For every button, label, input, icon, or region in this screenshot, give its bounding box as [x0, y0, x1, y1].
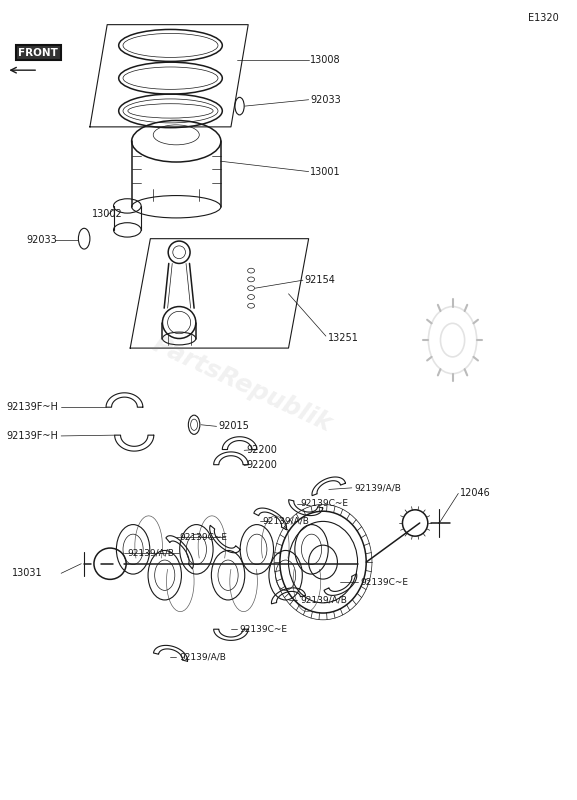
Text: 13002: 13002 — [92, 209, 122, 219]
Text: 92139F~H: 92139F~H — [6, 402, 58, 412]
Text: 92015: 92015 — [218, 422, 249, 431]
Text: 92033: 92033 — [310, 94, 341, 105]
Text: 92200: 92200 — [246, 460, 277, 470]
Text: 13031: 13031 — [12, 568, 43, 578]
Text: 92139C~E: 92139C~E — [179, 533, 227, 542]
Text: 13008: 13008 — [310, 54, 341, 65]
Text: 92139/A/B: 92139/A/B — [128, 549, 174, 558]
Text: 92139/A/B: 92139/A/B — [300, 595, 347, 604]
Text: 92139/A/B: 92139/A/B — [179, 653, 226, 662]
Text: 12046: 12046 — [460, 489, 491, 498]
Text: 92139F~H: 92139F~H — [6, 431, 58, 441]
Text: 92139C~E: 92139C~E — [300, 499, 348, 508]
Text: PartsRepublik: PartsRepublik — [149, 332, 336, 436]
Text: 92139/A/B: 92139/A/B — [263, 517, 309, 526]
Text: 92033: 92033 — [27, 235, 57, 246]
Text: FRONT: FRONT — [18, 48, 58, 58]
Text: 92139C~E: 92139C~E — [361, 578, 409, 586]
Text: E1320: E1320 — [529, 14, 559, 23]
Text: 13251: 13251 — [328, 333, 358, 342]
Text: 92200: 92200 — [246, 445, 277, 454]
Text: 92139C~E: 92139C~E — [239, 625, 287, 634]
Text: 92139/A/B: 92139/A/B — [355, 483, 402, 492]
Text: 92154: 92154 — [305, 275, 335, 286]
Text: 13001: 13001 — [310, 166, 341, 177]
